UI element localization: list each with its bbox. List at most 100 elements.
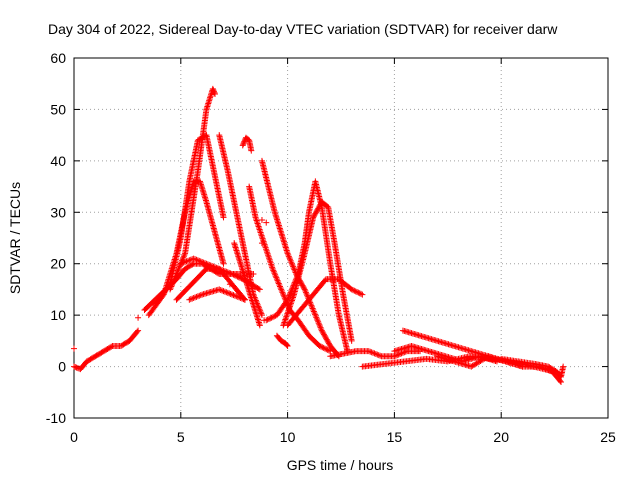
data-point: [250, 271, 257, 277]
x-tick-label: 15: [387, 429, 403, 445]
data-point: [286, 254, 293, 261]
data-point: [258, 217, 265, 223]
data-point: [318, 326, 325, 333]
data-point: [371, 350, 378, 357]
data-point: [298, 280, 305, 286]
data-point: [182, 259, 189, 265]
data-point: [170, 277, 177, 284]
data-point: [184, 257, 191, 264]
data-point: [194, 293, 201, 300]
data-point: [284, 250, 291, 257]
data-point: [280, 290, 287, 297]
series-arc-m: [280, 199, 355, 344]
data-point: [176, 264, 183, 271]
data-point: [287, 301, 294, 308]
data-point: [223, 268, 230, 275]
data-point: [230, 292, 237, 299]
x-tick-label: 20: [493, 429, 509, 445]
data-point: [284, 309, 291, 316]
data-point: [348, 286, 355, 293]
data-point: [211, 264, 218, 271]
data-point: [248, 147, 255, 154]
data-point: [189, 261, 196, 268]
data-point: [240, 141, 247, 148]
data-point: [240, 139, 247, 146]
data-point: [325, 347, 332, 354]
x-tick-label: 5: [177, 429, 185, 445]
data-point: [169, 280, 176, 287]
series-arc-d: [167, 85, 218, 293]
data-point: [72, 364, 79, 371]
data-point: [277, 284, 284, 291]
data-point: [275, 280, 282, 287]
data-point: [287, 257, 294, 264]
data-point: [203, 260, 210, 267]
data-point: [210, 88, 217, 95]
plot-frame: [73, 57, 609, 419]
data-point: [377, 352, 384, 359]
series-arc-k: [258, 157, 342, 360]
data-point: [273, 274, 280, 281]
data-point: [391, 353, 398, 360]
data-point: [220, 260, 227, 267]
data-point: [237, 274, 244, 281]
data-point: [315, 204, 322, 211]
data-point: [234, 273, 241, 280]
data-point: [179, 260, 186, 267]
data-point: [310, 307, 317, 313]
data-point: [374, 351, 381, 358]
data-point: [316, 343, 323, 349]
series-arc-n: [284, 276, 366, 329]
data-point: [313, 315, 320, 322]
data-point: [200, 259, 207, 266]
data-point: [289, 294, 296, 301]
data-point: [319, 328, 326, 335]
data-point: [302, 287, 309, 294]
data-point: [135, 327, 142, 334]
data-point: [323, 336, 330, 343]
data-point: [233, 272, 240, 279]
data-point: [223, 289, 230, 296]
data-point: [560, 363, 567, 370]
data-point: [320, 330, 327, 337]
data-point: [321, 345, 328, 352]
data-point: [313, 209, 320, 216]
data-point: [272, 273, 279, 280]
series-arc-o: [273, 332, 291, 349]
data-point: [274, 277, 281, 284]
data-point: [211, 91, 218, 97]
data-point: [289, 295, 296, 302]
data-point: [282, 315, 289, 322]
data-point: [258, 310, 265, 317]
data-point: [351, 287, 358, 294]
series-outliers: [71, 217, 270, 352]
data-point: [310, 308, 317, 315]
data-point: [356, 290, 363, 297]
series-arc-g: [186, 286, 248, 303]
data-point: [167, 286, 174, 293]
data-point: [304, 292, 311, 299]
data-point: [270, 268, 277, 275]
data-point: [227, 291, 234, 297]
data-point: [108, 343, 115, 350]
data-point: [312, 312, 319, 319]
data-point: [285, 253, 292, 260]
x-tick-label: 25: [600, 429, 616, 445]
y-tick-label: 10: [50, 307, 66, 323]
data-point: [321, 332, 328, 339]
data-point: [282, 316, 289, 323]
data-point: [324, 346, 331, 353]
data-point: [265, 316, 272, 322]
data-point: [226, 269, 233, 276]
y-tick-label: 30: [50, 204, 66, 220]
chart-title: Day 304 of 2022, Sidereal Day-to-day VTE…: [48, 21, 558, 37]
data-point: [317, 324, 324, 331]
data-point: [302, 289, 309, 296]
data-point: [312, 210, 319, 217]
data-point: [352, 288, 359, 295]
data-point: [287, 300, 294, 307]
data-point: [310, 214, 317, 221]
data-point: [303, 290, 310, 297]
data-point: [354, 289, 361, 295]
data-point: [275, 279, 282, 286]
